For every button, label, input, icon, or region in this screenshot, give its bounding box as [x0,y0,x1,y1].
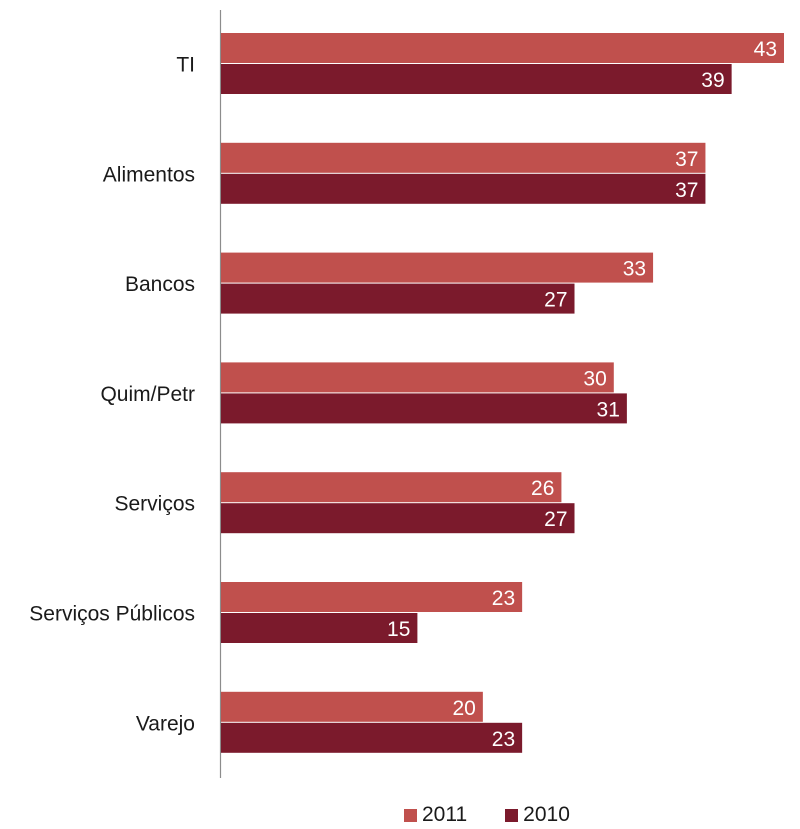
data-label-2010-0: 39 [701,69,724,92]
legend: 2011 2010 [404,803,608,827]
legend-item-2010: 2010 [505,803,570,827]
bar-2011-3 [221,362,614,393]
category-label-1: Alimentos [103,163,195,186]
bar-2011-2 [221,252,654,283]
category-label-4: Serviços [114,493,195,516]
bar-2010-3 [221,393,627,424]
bar-2011-1 [221,142,706,173]
category-label-0: TI [176,54,195,77]
data-label-2010-2: 27 [544,289,567,312]
bar-2010-1 [221,173,706,204]
legend-item-2011: 2011 [404,803,467,827]
bar-2011-5 [221,582,523,612]
legend-swatch-2010 [505,808,519,822]
category-label-6: Varejo [136,712,195,735]
bar-2010-6 [221,722,523,753]
category-label-2: Bancos [125,273,195,296]
bar-2010-0 [221,64,732,94]
data-label-2010-1: 37 [675,179,698,202]
bar-2011-4 [221,472,562,503]
bar-2011-6 [221,691,483,722]
data-label-2011-4: 26 [531,477,554,500]
data-label-2010-6: 23 [492,728,515,751]
data-label-2011-2: 33 [623,258,646,281]
legend-swatch-2011 [404,808,417,822]
legend-label-2010: 2010 [523,803,570,826]
data-label-2010-4: 27 [544,508,567,531]
data-label-2010-3: 31 [597,398,620,421]
data-label-2011-5: 23 [492,587,515,610]
bar-2010-2 [221,283,575,314]
bar-2010-4 [221,503,575,534]
data-label-2011-1: 37 [675,148,698,171]
data-label-2011-6: 20 [453,697,476,720]
data-label-2011-0: 43 [754,38,777,61]
data-label-2010-5: 15 [387,618,410,641]
data-label-2011-3: 30 [583,367,606,390]
bar-2010-5 [221,613,418,643]
bar-2011-0 [221,33,784,63]
legend-label-2011: 2011 [422,803,468,826]
category-label-5: Serviços Públicos [29,603,195,626]
category-label-3: Quim/Petr [100,383,195,406]
